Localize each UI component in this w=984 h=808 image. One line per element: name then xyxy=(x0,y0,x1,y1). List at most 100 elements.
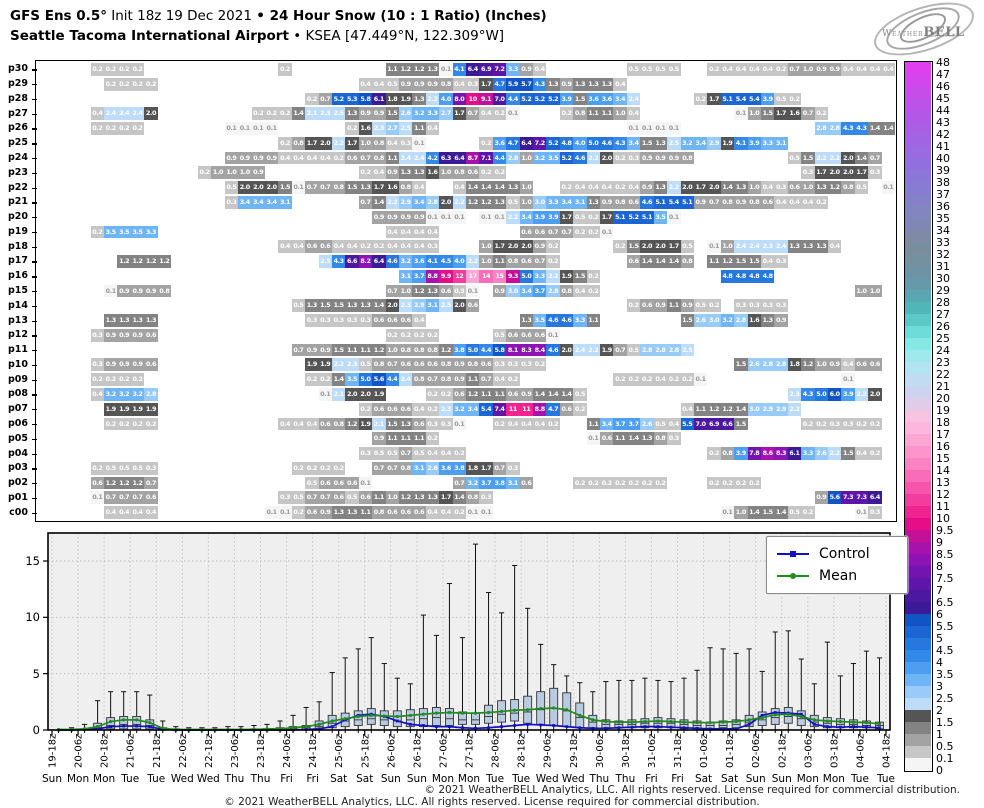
heatmap-cell: 0.2 xyxy=(868,417,882,431)
heatmap-cell: 1.3 xyxy=(425,63,440,76)
colorbar-tick-label: 33 xyxy=(936,236,950,249)
heatmap-cell: 0.4 xyxy=(827,240,842,254)
heatmap-cell: 3.0 xyxy=(506,284,520,298)
heatmap-cell: 0.8 xyxy=(425,343,440,357)
heatmap-cell: 7.3 xyxy=(854,491,869,505)
box xyxy=(471,712,480,725)
heatmap-cell: 0.7 xyxy=(787,63,802,76)
heatmap-cell: 0.2 xyxy=(492,417,507,431)
colorbar-segment xyxy=(905,350,931,362)
heatmap-cell: 0.7 xyxy=(372,461,386,475)
colorbar-segment xyxy=(905,758,931,770)
colorbar-segment xyxy=(905,146,931,158)
control-marker xyxy=(96,727,100,731)
heatmap-cell: 0.4 xyxy=(787,195,802,209)
heatmap-cell: 3.4 xyxy=(626,136,641,150)
heatmap-cell: 3.3 xyxy=(573,314,587,327)
heatmap-cell: 3.3 xyxy=(506,63,520,76)
heatmap-cell: 1.4 xyxy=(626,432,641,446)
heatmap-cell: 4.1 xyxy=(734,136,748,150)
colorbar-segment xyxy=(905,302,931,314)
colorbar-tick-label: 0 xyxy=(936,764,943,777)
heatmap-cell: 1.4 xyxy=(747,506,761,519)
heatmap-cell: 0.7 xyxy=(533,255,547,268)
colorbar-segment xyxy=(905,734,931,746)
colorbar-segment xyxy=(905,434,931,446)
heatmap-cell: 3.2 xyxy=(104,388,118,401)
heatmap-cell: 2.0 xyxy=(238,181,252,194)
x-tick-label: 25-18z xyxy=(360,734,371,768)
row-label-p15: p15 xyxy=(7,285,28,296)
heatmap-cell: 2.0 xyxy=(264,181,279,194)
row-label-p12: p12 xyxy=(7,329,28,341)
heatmap-cell: 0.7 xyxy=(425,373,440,387)
heatmap-cell: 1.4 xyxy=(559,388,574,401)
heatmap-cell: 0.2 xyxy=(305,92,319,106)
heatmap-cell: 0.4 xyxy=(680,402,694,416)
heatmap-cell: 0.3 xyxy=(801,166,815,180)
heatmap-cell: 0.5 xyxy=(104,461,118,475)
colorbar-tick-label: 5.5 xyxy=(936,620,954,633)
heatmap-cell: 0.2 xyxy=(104,63,118,76)
heatmap-cell: 1.3 xyxy=(600,77,614,91)
colorbar-segment xyxy=(905,86,931,98)
x-day-label: Tue xyxy=(485,773,504,785)
mean-marker xyxy=(96,725,100,729)
control-marker xyxy=(865,725,868,729)
mean-marker xyxy=(369,713,373,717)
heatmap-cell: 2.8 xyxy=(425,195,440,209)
heatmap-cell: 0.2 xyxy=(613,373,627,387)
heatmap-cell: 1.4 xyxy=(492,181,507,194)
control-marker xyxy=(435,725,438,729)
heatmap-cell: 0.9 xyxy=(251,166,265,180)
heatmap-cell: 0.3 xyxy=(144,461,158,475)
heatmap-cell: 0.3 xyxy=(358,314,373,327)
heatmap-cell: 0.2 xyxy=(104,122,118,135)
heatmap-cell: 4.4 xyxy=(506,92,520,106)
heatmap-cell: 0.2 xyxy=(546,417,560,431)
heatmap-cell: 0.9 xyxy=(667,151,681,165)
row-label-p02: p02 xyxy=(7,477,28,489)
heatmap-cell: 0.2 xyxy=(747,476,761,490)
heatmap-cell: 9.3 xyxy=(506,269,520,283)
heatmap-cell: 4.8 xyxy=(734,269,748,283)
heatmap-cell: 0.6 xyxy=(760,195,775,209)
heatmap-cell: 0.5 xyxy=(640,63,654,76)
heatmap-cell: 2.8 xyxy=(827,122,842,135)
heatmap-cell: 0.5 xyxy=(130,461,145,475)
x-day-label: Sun xyxy=(772,773,792,785)
x-day-label: Tue xyxy=(120,773,139,785)
heatmap-cell: 0.4 xyxy=(479,107,493,121)
heatmap-cell: 1.3 xyxy=(412,491,426,505)
heatmap-cell: 3.5 xyxy=(533,314,547,327)
mean-marker xyxy=(513,708,517,712)
heatmap-cell: 3.4 xyxy=(519,210,534,224)
heatmap-cell: 6.4 xyxy=(452,151,466,165)
heatmap-cell: 0.8 xyxy=(680,151,694,165)
heatmap-cell: 0.4 xyxy=(305,417,319,431)
heatmap-cell: 0.2 xyxy=(291,461,306,475)
heatmap-cell: 0.9 xyxy=(827,63,842,76)
heatmap-cell: 0.2 xyxy=(452,506,466,519)
colorbar-tick-label: 12 xyxy=(936,488,950,501)
heatmap-cell: 0.4 xyxy=(774,195,788,209)
heatmap-cell: 1.4 xyxy=(291,107,306,121)
heatmap-cell: 1.4 xyxy=(372,195,386,209)
row-tick xyxy=(32,158,37,160)
heatmap-cell: 0.2 xyxy=(305,373,319,387)
heatmap-cell: 8.8 xyxy=(533,402,547,416)
row-tick xyxy=(32,409,37,411)
heatmap-cell: 1.3 xyxy=(734,181,748,194)
colorbar-segment xyxy=(905,602,931,614)
heatmap-cell: 0.5 xyxy=(385,77,399,91)
heatmap-cell: 1.8 xyxy=(787,358,802,372)
colorbar-tick-label: 44 xyxy=(936,104,950,117)
ensemble-heatmap: 0.2 0.2 0.2 0.2 0.2 1.1 1.2 1.2 1.3 0.1 4.1 6.4 6.9 7… xyxy=(37,62,895,520)
heatmap-cell: 1.2 xyxy=(412,63,426,76)
heatmap-cell: 0.2 xyxy=(117,122,131,135)
heatmap-cell: 1.9 xyxy=(130,402,145,416)
x-day-label: Wed xyxy=(562,773,585,785)
colorbar-segment xyxy=(905,578,931,590)
heatmap-cell: 0.8 xyxy=(372,506,386,519)
heatmap-cell: 0.8 xyxy=(398,461,413,475)
